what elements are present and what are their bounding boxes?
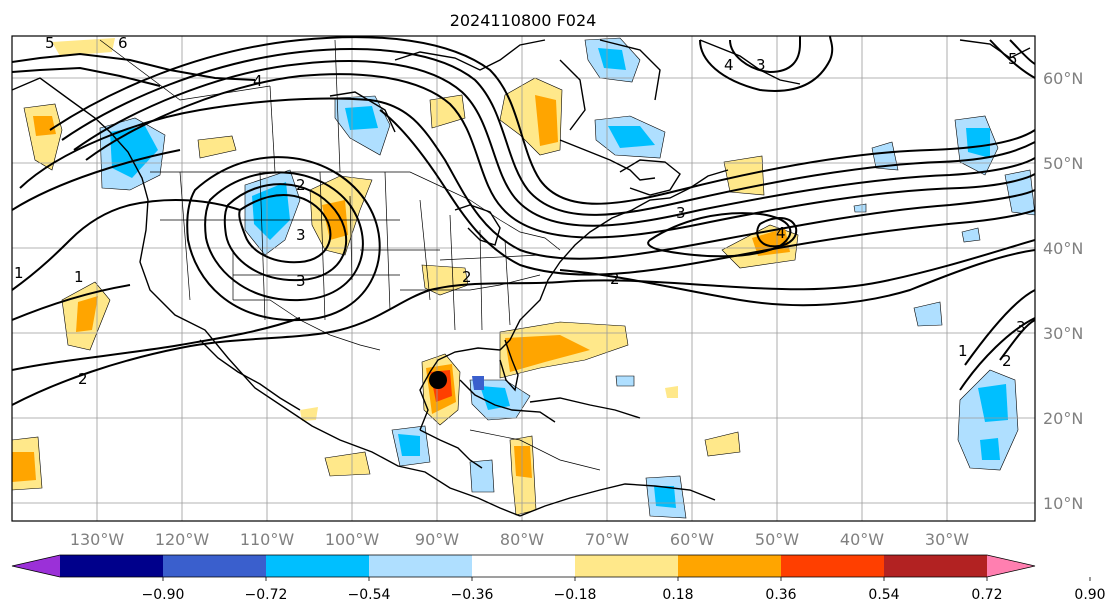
- colorbar-swatch: [678, 555, 782, 577]
- latitude-labels: 60°N 50°N 40°N 30°N 20°N 10°N: [1043, 69, 1083, 513]
- contour-label: 4: [776, 224, 786, 242]
- contour-label: 3: [1016, 318, 1026, 336]
- lon-label: 30°W: [925, 530, 969, 549]
- contour-label: 2: [610, 270, 620, 288]
- contour-lines: [12, 36, 1035, 406]
- contour-label: 4: [724, 56, 734, 74]
- contour-label: 1: [14, 264, 24, 282]
- lat-label: 20°N: [1043, 409, 1083, 428]
- contour-label: 2: [462, 268, 472, 286]
- colorbar-swatch: [163, 555, 267, 577]
- longitude-labels: 130°W 120°W 110°W 100°W 90°W 80°W 70°W 6…: [70, 530, 969, 549]
- borders: [99, 39, 601, 471]
- figure-title: 2024110800 F024: [450, 11, 597, 30]
- map-layers: [12, 36, 1035, 521]
- contour-label: 1: [958, 342, 968, 360]
- colorbar-tick-label: 0.72: [971, 587, 1002, 603]
- contour-label: 4: [253, 72, 263, 90]
- colorbar-swatch: [60, 555, 164, 577]
- storm-marker: [429, 371, 447, 389]
- contour-label: 2: [1002, 352, 1012, 370]
- colorbar-tick-label: −0.36: [451, 587, 494, 603]
- map-frame: [11, 35, 1036, 522]
- contour-label: 5: [1008, 50, 1018, 68]
- colorbar-tick-label: 0.18: [662, 587, 693, 603]
- colorbar-extend-low: [12, 555, 60, 577]
- colorbar-tick-label: −0.90: [142, 587, 185, 603]
- lat-label: 50°N: [1043, 154, 1083, 173]
- colorbar-tick-label: −0.18: [554, 587, 597, 603]
- colorbar-tick-label: 0.54: [868, 587, 899, 603]
- lat-label: 60°N: [1043, 69, 1083, 88]
- colorbar: −0.90 −0.72 −0.54 −0.36 −0.18 0.18 0.36 0.54 0.7…: [11, 554, 1105, 603]
- lon-label: 80°W: [500, 530, 544, 549]
- contour-label: 3: [296, 226, 306, 244]
- lon-label: 130°W: [70, 530, 125, 549]
- colorbar-swatch: [781, 555, 885, 577]
- colorbar-tick-label: −0.72: [245, 587, 288, 603]
- lon-label: 90°W: [415, 530, 459, 549]
- contour-label: 3: [756, 56, 766, 74]
- colorbar-tick-label: 0.36: [765, 587, 796, 603]
- contour-label: 1: [74, 268, 84, 286]
- colorbar-tick-label: 0.90: [1074, 587, 1105, 603]
- colorbar-swatch: [369, 555, 473, 577]
- contour-label: 6: [118, 34, 128, 52]
- contour-label: 2: [78, 370, 88, 388]
- gridlines: [12, 36, 1035, 521]
- lon-label: 40°W: [840, 530, 884, 549]
- lon-label: 70°W: [585, 530, 629, 549]
- colorbar-outline: [11, 554, 1036, 578]
- contour-label: 2: [296, 176, 306, 194]
- lat-label: 30°N: [1043, 324, 1083, 343]
- colorbar-swatch: [884, 555, 988, 577]
- lon-label: 120°W: [155, 530, 210, 549]
- colorbar-swatch: [575, 555, 679, 577]
- lon-label: 60°W: [670, 530, 714, 549]
- colorbar-tick-label: −0.54: [348, 587, 391, 603]
- lon-label: 50°W: [755, 530, 799, 549]
- colorbar-swatch: [266, 555, 370, 577]
- shaded-anomalies: [12, 37, 1035, 519]
- contour-label: 5: [45, 34, 55, 52]
- contour-label: 3: [676, 204, 686, 222]
- contour-label-group: 5 6 4 2 3 3 1 2 2 3 4 1 2 3 1 4 3 5 2: [14, 34, 1026, 388]
- lon-label: 110°W: [240, 530, 295, 549]
- colorbar-swatch: [472, 555, 576, 577]
- contour-label: 3: [296, 272, 306, 290]
- colorbar-extend-high: [987, 555, 1035, 577]
- lat-label: 10°N: [1043, 494, 1083, 513]
- lon-label: 100°W: [325, 530, 380, 549]
- lat-label: 40°N: [1043, 239, 1083, 258]
